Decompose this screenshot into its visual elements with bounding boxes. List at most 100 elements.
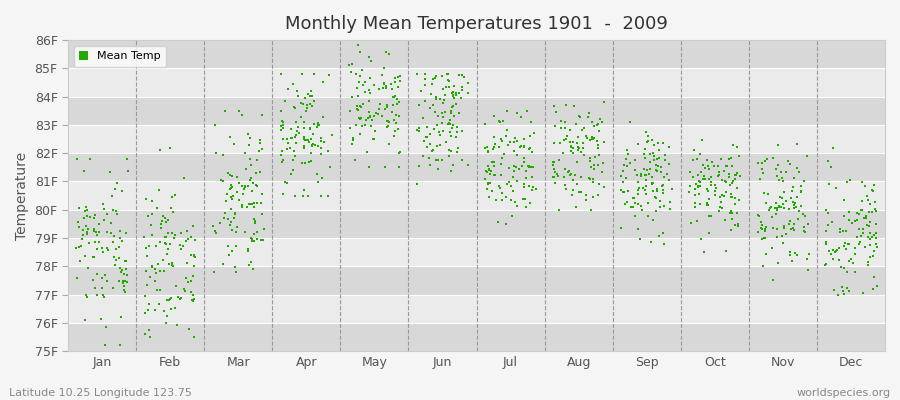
Mean Temp bbox=[519, 174, 534, 181]
Mean Temp bbox=[248, 218, 262, 224]
Mean Temp bbox=[355, 115, 369, 121]
Mean Temp bbox=[436, 127, 450, 134]
Mean Temp bbox=[487, 112, 501, 119]
Mean Temp bbox=[306, 71, 320, 77]
Mean Temp bbox=[772, 204, 787, 210]
Mean Temp bbox=[114, 269, 129, 275]
Mean Temp bbox=[755, 236, 770, 242]
Mean Temp bbox=[573, 188, 588, 195]
Mean Temp bbox=[796, 228, 811, 234]
Mean Temp bbox=[855, 206, 869, 213]
Mean Temp bbox=[788, 200, 802, 206]
Mean Temp bbox=[860, 234, 875, 240]
Mean Temp bbox=[223, 186, 238, 192]
Mean Temp bbox=[240, 248, 255, 254]
Mean Temp bbox=[363, 114, 377, 121]
Mean Temp bbox=[638, 187, 652, 194]
Mean Temp bbox=[639, 183, 653, 190]
Mean Temp bbox=[754, 219, 769, 225]
Mean Temp bbox=[76, 215, 91, 221]
Mean Temp bbox=[821, 158, 835, 164]
Mean Temp bbox=[653, 164, 668, 170]
Mean Temp bbox=[410, 71, 424, 78]
Mean Temp bbox=[764, 245, 778, 252]
Mean Temp bbox=[867, 182, 881, 188]
Mean Temp bbox=[429, 96, 444, 102]
Mean Temp bbox=[776, 239, 790, 246]
Mean Temp bbox=[796, 211, 810, 218]
Mean Temp bbox=[248, 220, 262, 226]
Mean Temp bbox=[829, 248, 843, 254]
Mean Temp bbox=[857, 214, 871, 221]
Mean Temp bbox=[869, 283, 884, 289]
Mean Temp bbox=[656, 187, 670, 193]
Mean Temp bbox=[179, 238, 194, 244]
Mean Temp bbox=[503, 139, 517, 145]
Mean Temp bbox=[586, 136, 600, 142]
Mean Temp bbox=[616, 179, 630, 185]
Mean Temp bbox=[838, 240, 852, 246]
Mean Temp bbox=[441, 71, 455, 77]
Mean Temp bbox=[631, 179, 645, 185]
Mean Temp bbox=[168, 305, 183, 311]
Mean Temp bbox=[864, 187, 878, 193]
Mean Temp bbox=[652, 197, 667, 204]
Mean Temp bbox=[223, 182, 238, 188]
Mean Temp bbox=[796, 178, 811, 184]
Mean Temp bbox=[840, 285, 854, 292]
Mean Temp bbox=[274, 127, 288, 133]
Mean Temp bbox=[391, 126, 405, 132]
Mean Temp bbox=[293, 100, 308, 106]
Mean Temp bbox=[433, 142, 447, 148]
Mean Temp bbox=[637, 172, 652, 178]
Mean Temp bbox=[151, 186, 166, 193]
Mean Temp bbox=[832, 245, 847, 252]
Mean Temp bbox=[698, 164, 712, 171]
Mean Temp bbox=[649, 162, 663, 168]
Mean Temp bbox=[164, 205, 178, 212]
Mean Temp bbox=[645, 181, 660, 187]
Mean Temp bbox=[96, 217, 111, 224]
Mean Temp bbox=[861, 259, 876, 265]
Mean Temp bbox=[592, 152, 607, 158]
Mean Temp bbox=[296, 192, 310, 199]
Mean Temp bbox=[429, 122, 444, 128]
Mean Temp bbox=[580, 114, 595, 120]
Mean Temp bbox=[153, 268, 167, 274]
Mean Temp bbox=[691, 172, 706, 178]
Mean Temp bbox=[280, 136, 294, 142]
Mean Temp bbox=[444, 148, 458, 154]
Mean Temp bbox=[751, 229, 765, 235]
Mean Temp bbox=[181, 326, 195, 332]
Mean Temp bbox=[145, 264, 159, 270]
Mean Temp bbox=[641, 200, 655, 206]
Mean Temp bbox=[316, 114, 330, 120]
Mean Temp bbox=[94, 285, 109, 292]
Mean Temp bbox=[583, 158, 598, 164]
Mean Temp bbox=[225, 184, 239, 190]
Mean Temp bbox=[186, 296, 201, 302]
Mean Temp bbox=[288, 152, 302, 159]
Mean Temp bbox=[770, 172, 784, 179]
Mean Temp bbox=[863, 219, 878, 226]
Mean Temp bbox=[89, 229, 104, 236]
Mean Temp bbox=[345, 60, 359, 67]
Mean Temp bbox=[782, 249, 796, 255]
Mean Temp bbox=[80, 231, 94, 237]
Mean Temp bbox=[430, 143, 445, 149]
Mean Temp bbox=[184, 289, 199, 295]
Mean Temp bbox=[839, 228, 853, 234]
Mean Temp bbox=[148, 278, 162, 285]
Mean Temp bbox=[100, 211, 114, 218]
Mean Temp bbox=[241, 183, 256, 190]
Mean Temp bbox=[639, 177, 653, 183]
Mean Temp bbox=[868, 235, 883, 242]
Mean Temp bbox=[791, 168, 806, 175]
Mean Temp bbox=[617, 200, 632, 207]
Mean Temp bbox=[385, 109, 400, 115]
Mean Temp bbox=[822, 248, 836, 254]
Mean Temp bbox=[316, 79, 330, 85]
Mean Temp bbox=[783, 161, 797, 168]
Mean Temp bbox=[773, 169, 788, 175]
Mean Temp bbox=[728, 195, 742, 201]
